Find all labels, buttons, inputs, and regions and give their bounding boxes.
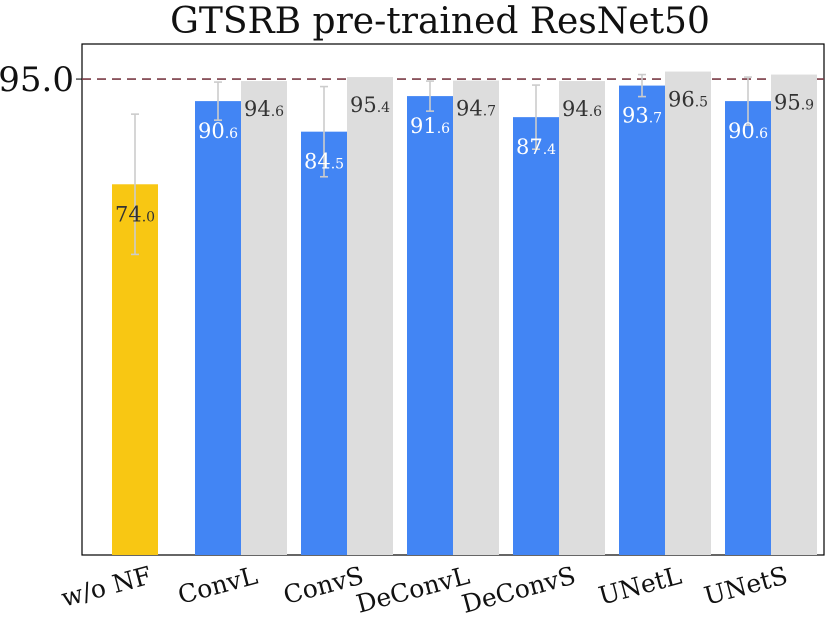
bar-convl — [195, 101, 241, 556]
reference-bar-label: 94.7 — [456, 97, 496, 121]
reference-bar — [241, 81, 287, 556]
bar-value-label: 87.4 — [516, 135, 556, 159]
reference-bar — [347, 77, 393, 556]
reference-bar-label: 94.6 — [562, 97, 602, 121]
bar-value-label: 90.6 — [198, 119, 238, 143]
reference-bar — [559, 81, 605, 556]
x-tick-label: DeConvL — [353, 561, 472, 619]
plot-area: 95.074.0w/o NF94.690.6ConvL95.484.5ConvS… — [0, 43, 825, 619]
y-tick-label: 95.0 — [0, 60, 74, 100]
reference-bar-label: 95.9 — [774, 91, 814, 115]
x-tick-label: DeConvS — [459, 561, 579, 619]
reference-bar — [665, 71, 711, 555]
reference-bar — [771, 74, 817, 555]
x-tick-label: ConvS — [280, 561, 366, 610]
reference-bar-label: 95.4 — [350, 93, 390, 117]
bar-unetl — [619, 85, 665, 556]
bar-deconvs — [513, 117, 559, 556]
bar-convs — [301, 131, 347, 555]
chart-title: GTSRB pre-trained ResNet50 — [170, 1, 710, 42]
reference-bar — [453, 80, 499, 556]
bar-deconvl — [407, 96, 453, 555]
x-tick-label: w/o NF — [58, 561, 154, 613]
x-tick-label: ConvL — [175, 561, 261, 610]
bar-value-label: 84.5 — [304, 150, 344, 174]
x-tick-label: UNetL — [596, 561, 685, 611]
bar-value-label: 90.6 — [728, 119, 768, 143]
x-tick-label: UNetS — [701, 561, 791, 611]
reference-bar-label: 94.6 — [244, 97, 284, 121]
bar-value-label: 93.7 — [622, 104, 662, 128]
bar-unets — [725, 101, 771, 556]
bar-value-label: 74.0 — [115, 202, 155, 226]
bar-value-label: 91.6 — [410, 114, 450, 138]
reference-bar-label: 96.5 — [668, 88, 708, 112]
